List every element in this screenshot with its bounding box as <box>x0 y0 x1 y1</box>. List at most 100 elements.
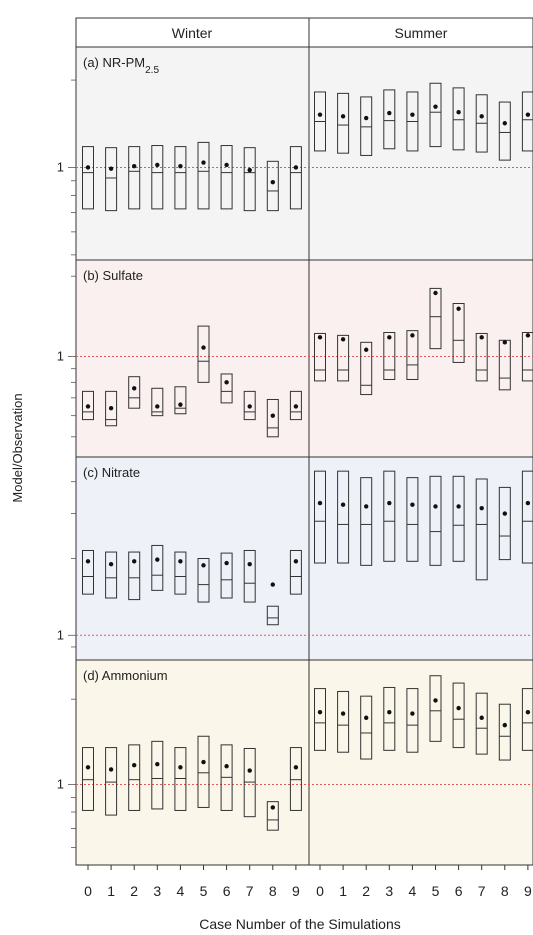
y-tick-label: 1 <box>57 777 64 792</box>
mean-winter-9 <box>293 559 299 564</box>
box-winter-8 <box>266 398 279 438</box>
mean-summer-8 <box>502 340 507 345</box>
box-summer-4 <box>406 688 419 753</box>
box-winter-1 <box>105 147 118 212</box>
box-winter-5 <box>197 558 210 603</box>
mean-winter-9 <box>293 765 299 770</box>
box-winter-1 <box>105 747 118 816</box>
mean-winter-8 <box>270 805 275 810</box>
x-axis-label: Case Number of the Simulations <box>199 916 401 932</box>
mean-summer-2 <box>364 715 369 720</box>
x-tick-label: 0 <box>84 883 92 899</box>
mean-winter-6 <box>224 380 229 385</box>
box-summer-3 <box>383 89 396 150</box>
box-winter-9 <box>289 549 302 595</box>
box-summer-2 <box>360 341 373 396</box>
mean-summer-5 <box>433 104 438 109</box>
box-summer-9 <box>521 470 533 564</box>
header-cell-winter <box>75 17 310 48</box>
box-summer-5 <box>429 287 442 350</box>
mean-summer-2 <box>364 115 369 121</box>
mean-winter-5 <box>201 345 206 350</box>
box-summer-6 <box>452 303 465 363</box>
mean-summer-1 <box>340 114 346 119</box>
box-winter-3 <box>151 387 164 417</box>
box-winter-1 <box>105 390 118 427</box>
x-tick-label: 7 <box>246 883 254 899</box>
box-winter-0 <box>82 549 94 595</box>
mean-summer-3 <box>387 709 392 715</box>
mean-winter-0 <box>85 765 91 770</box>
box-winter-7 <box>243 549 256 603</box>
box-summer-1 <box>337 92 350 154</box>
mean-winter-7 <box>247 404 252 409</box>
mean-summer-6 <box>456 504 461 509</box>
column-header-winter: Winter <box>172 25 213 41</box>
mean-summer-1 <box>340 337 346 342</box>
mean-summer-8 <box>502 722 507 728</box>
mean-winter-9 <box>293 165 299 170</box>
mean-summer-4 <box>410 502 415 507</box>
mean-winter-6 <box>224 162 229 168</box>
mean-winter-2 <box>132 164 137 169</box>
y-tick-label: 1 <box>57 348 64 363</box>
box-winter-4 <box>174 747 187 811</box>
mean-summer-3 <box>387 335 392 340</box>
box-summer-8 <box>498 486 511 561</box>
mean-winter-3 <box>155 557 160 562</box>
box-summer-3 <box>383 332 396 380</box>
box-winter-3 <box>151 544 164 591</box>
x-tick-label: 4 <box>177 883 185 899</box>
mean-summer-5 <box>433 698 438 703</box>
box-summer-7 <box>475 332 488 382</box>
panel-background <box>75 46 533 261</box>
box-winter-9 <box>289 146 302 210</box>
panel-label: (d) Ammonium <box>83 668 168 683</box>
mean-winter-3 <box>155 162 160 168</box>
mean-summer-0 <box>317 335 323 340</box>
mean-winter-8 <box>270 582 275 587</box>
box-winter-3 <box>151 740 164 810</box>
mean-summer-2 <box>364 504 369 509</box>
box-winter-8 <box>266 160 279 212</box>
mean-winter-5 <box>201 563 206 568</box>
column-header-summer: Summer <box>395 25 448 41</box>
mean-summer-4 <box>410 333 415 338</box>
mean-winter-1 <box>108 166 114 171</box>
x-tick-label: 3 <box>385 883 393 899</box>
x-tick-label: 8 <box>501 883 509 899</box>
x-tick-label: 1 <box>339 883 347 899</box>
box-summer-3 <box>383 470 396 562</box>
x-tick-label: 9 <box>292 883 300 899</box>
mean-summer-2 <box>364 347 369 352</box>
box-winter-6 <box>220 373 233 404</box>
box-summer-9 <box>521 688 533 751</box>
box-summer-0 <box>314 332 326 382</box>
mean-winter-6 <box>224 560 229 566</box>
mean-winter-4 <box>178 402 183 407</box>
box-summer-7 <box>475 478 488 581</box>
mean-summer-6 <box>456 705 461 711</box>
mean-summer-7 <box>479 335 484 340</box>
mean-winter-2 <box>132 386 137 391</box>
mean-summer-8 <box>502 511 507 516</box>
box-winter-5 <box>197 735 210 808</box>
x-tick-label: 0 <box>316 883 324 899</box>
mean-winter-5 <box>201 759 206 765</box>
box-winter-5 <box>197 325 210 383</box>
box-summer-8 <box>498 703 511 761</box>
box-winter-4 <box>174 551 187 595</box>
box-summer-5 <box>429 82 442 148</box>
box-summer-1 <box>337 690 350 753</box>
x-tick-label: 2 <box>130 883 138 899</box>
y-axis-label: Model/Observation <box>10 393 25 502</box>
box-summer-6 <box>452 475 465 562</box>
mean-winter-4 <box>178 164 183 169</box>
panel-1: 1 (b) Sulfate <box>57 259 533 458</box>
mean-winter-8 <box>270 413 275 418</box>
x-tick-label: 3 <box>153 883 161 899</box>
mean-summer-7 <box>479 505 484 511</box>
x-tick-label: 4 <box>409 883 417 899</box>
